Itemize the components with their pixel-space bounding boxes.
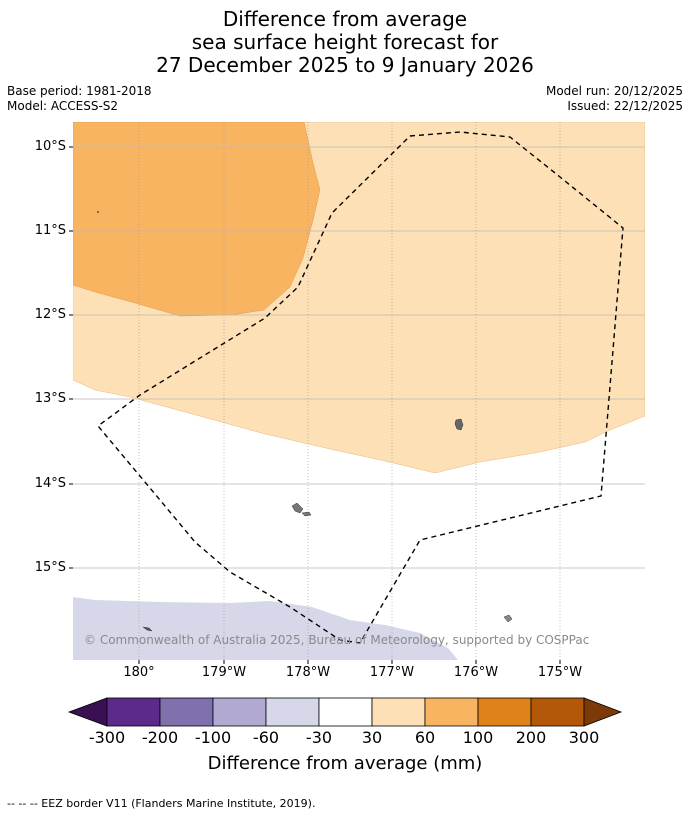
colorbar-label-30: 30 [361,728,383,747]
lon-label-175w: 175°W [537,665,583,680]
colorbar-extend-low [67,697,108,727]
colorbar-seg-9 [530,697,585,727]
colorbar-title: Difference from average (mm) [207,753,483,774]
colorbar-label-200: 200 [515,728,547,747]
lat-label-12s: 12°S [34,307,66,322]
title-line-1: Difference from average [222,7,468,31]
anomaly-60-100-region [73,122,321,317]
colorbar-seg-6 [371,697,426,727]
eez-border [96,131,624,644]
lon-label-177w: 177°W [369,665,415,680]
lat-label-10s: 10°S [34,139,66,154]
lat-ticks [69,146,73,569]
lat-label-13s: 13°S [34,391,66,406]
lon-label-176w: 176°W [453,665,499,680]
colorbar-extend-high [583,697,623,727]
colorbar-seg-1 [106,697,161,727]
colorbar-label-neg100: -100 [194,728,232,747]
anomaly-neg30-neg60-region [73,597,458,660]
island-north-atoll [454,418,464,431]
title-line-2: sea surface height forecast for [191,30,499,54]
colorbar-seg-4 [265,697,320,727]
island-tiny [97,211,99,213]
lat-label-11s: 11°S [34,223,66,238]
colorbar-label-100: 100 [462,728,494,747]
latitude-lines [73,146,645,569]
colorbar-label-300: 300 [568,728,600,747]
colorbar-label-neg60: -60 [252,728,280,747]
lon-label-179w: 179°W [201,665,247,680]
lat-label-14s: 14°S [34,476,66,491]
colorbar-seg-7 [424,697,479,727]
colorbar-label-60: 60 [414,728,436,747]
copyright-credit: © Commonwealth of Australia 2025, Bureau… [84,633,590,647]
colorbar [67,697,623,727]
island-central-1 [291,502,304,514]
title-line-3: 27 December 2025 to 9 January 2026 [156,53,534,77]
island-central-2 [301,511,312,517]
colorbar-seg-8 [477,697,532,727]
colorbar-label-neg300: -300 [88,728,126,747]
meta-left: Base period: 1981-2018 Model: ACCESS-S2 [7,84,152,114]
colorbar-seg-3 [212,697,267,727]
colorbar-seg-2 [159,697,214,727]
issued-date: Issued: 22/12/2025 [567,99,683,113]
model-name: Model: ACCESS-S2 [7,99,119,113]
lat-label-15s: 15°S [34,560,66,575]
colorbar-seg-5 [318,697,373,727]
lon-ticks [138,660,561,664]
lon-label-180: 180° [123,665,155,680]
chart-title: Difference from average sea surface heig… [0,8,690,77]
meta-right: Model run: 20/12/2025 Issued: 22/12/2025 [546,84,683,114]
base-period: Base period: 1981-2018 [7,84,152,98]
island-east [503,614,513,623]
eez-legend-footer: -- -- -- EEZ border V11 (Flanders Marine… [7,797,316,810]
island-south-west [142,626,153,632]
model-run: Model run: 20/12/2025 [545,84,683,98]
lon-label-178w: 178°W [285,665,331,680]
colorbar-label-neg200: -200 [141,728,179,747]
colorbar-label-neg30: -30 [305,728,333,747]
